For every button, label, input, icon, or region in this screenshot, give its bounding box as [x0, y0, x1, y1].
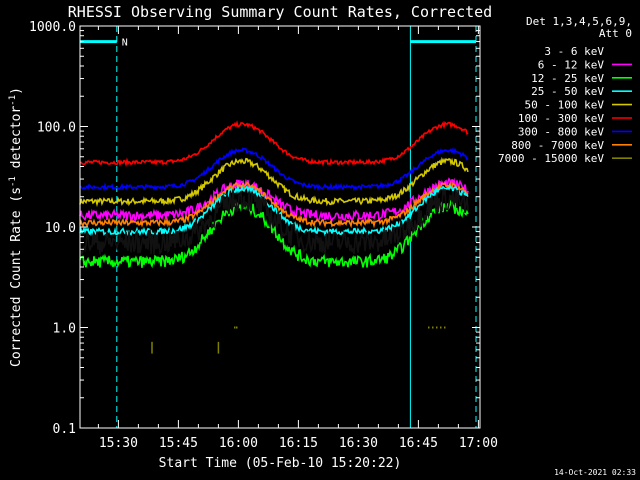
x-tick-label: 15:30 [99, 436, 138, 451]
y-tick-label: 1000.0 [29, 20, 76, 35]
legend-label: 12 - 25 keV [531, 72, 604, 85]
legend-label: 800 - 7000 keV [511, 139, 604, 152]
y-tick-label: 1.0 [53, 322, 76, 337]
series-line [79, 156, 469, 208]
legend-label: 100 - 300 keV [518, 112, 604, 125]
series-point [236, 326, 238, 329]
series-point [234, 326, 236, 329]
x-tick-label: 16:30 [339, 436, 378, 451]
legend-label: 25 - 50 keV [531, 85, 604, 98]
series-point [444, 326, 446, 329]
legend-label: 3 - 6 keV [544, 45, 604, 58]
y-tick-labels: 1000.0 100.0 10.0 1.0 0.1 [29, 20, 76, 437]
x-tick-label: 15:45 [159, 436, 198, 451]
x-tick-label: 16:15 [279, 436, 318, 451]
chart-title: RHESSI Observing Summary Count Rates, Co… [68, 3, 492, 21]
y-axis-label-exp2: -1 [8, 95, 18, 106]
series-point [436, 326, 438, 329]
y-tick-label: 100.0 [37, 121, 76, 136]
series-line [79, 177, 469, 223]
y-axis-label-end: ) [9, 87, 24, 95]
x-tick-labels: 15:30 15:45 16:00 16:15 16:30 16:45 17:00 [99, 436, 498, 451]
y-tick-label: 10.0 [45, 221, 76, 236]
series-point [440, 326, 442, 329]
series-line [79, 184, 469, 237]
y-axis-label-main: Corrected Count Rate (s [9, 187, 24, 367]
y-axis-label-mid: detector [9, 106, 24, 177]
x-tick-label: 17:00 [459, 436, 498, 451]
series-point [432, 326, 434, 329]
y-axis-label-exp1: -1 [8, 176, 18, 187]
series-line [79, 199, 469, 269]
x-tick-label: 16:00 [219, 436, 258, 451]
x-tick-label: 16:45 [399, 436, 438, 451]
generation-timestamp: 14-Oct-2021 02:33 [554, 468, 636, 477]
legend-label: 300 - 800 keV [518, 125, 604, 138]
legend-label: 50 - 100 keV [525, 99, 605, 112]
saa-flag-label: N [122, 38, 128, 49]
y-axis-label: Corrected Count Rate (s-1 detector-1) [8, 87, 24, 367]
series-line [79, 188, 469, 256]
legend-label: 7000 - 15000 keV [498, 152, 604, 165]
series-line [79, 147, 469, 192]
legend-title-line2: Att 0 [599, 27, 632, 40]
tick-marks [80, 25, 480, 429]
x-axis-label: Start Time (05-Feb-10 15:20:22) [159, 456, 402, 471]
series-traces [79, 120, 469, 354]
series-line [79, 180, 469, 229]
series-line [79, 120, 469, 168]
series-point [428, 326, 430, 329]
legend-title-line1: Det 1,3,4,5,6,9, [526, 15, 632, 28]
legend-label: 6 - 12 keV [538, 58, 605, 71]
y-tick-label: 0.1 [53, 422, 76, 437]
